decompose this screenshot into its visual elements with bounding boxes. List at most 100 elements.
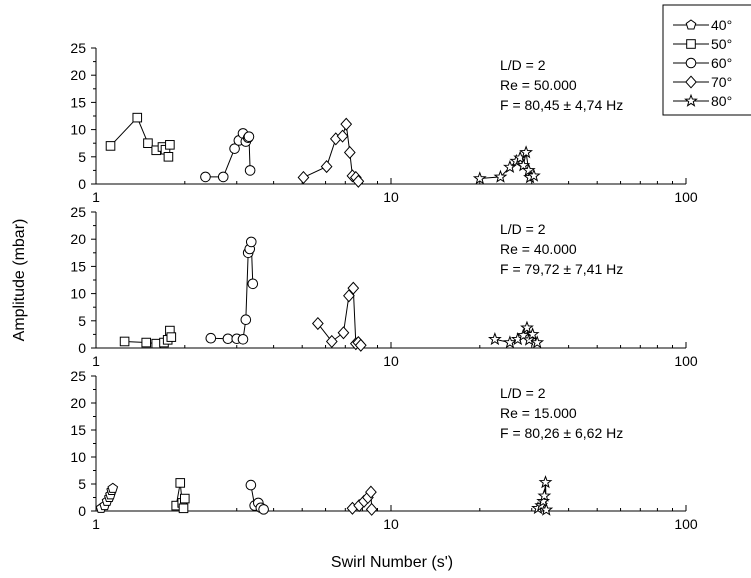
y-tick-label: 20 bbox=[70, 231, 86, 247]
data-point bbox=[244, 165, 256, 176]
data-point bbox=[240, 314, 252, 326]
data-point bbox=[472, 171, 487, 185]
data-point bbox=[217, 171, 229, 183]
x-tick-label: 10 bbox=[383, 353, 399, 369]
series-square bbox=[171, 478, 190, 514]
series-circle bbox=[205, 236, 259, 345]
y-tick-label: 5 bbox=[78, 476, 86, 492]
y-tick-label: 25 bbox=[70, 368, 86, 384]
y-tick-label: 10 bbox=[70, 449, 86, 465]
x-tick-label: 10 bbox=[383, 189, 399, 205]
x-tick-label: 10 bbox=[383, 516, 399, 532]
legend-item: 50° bbox=[673, 36, 732, 52]
data-point bbox=[530, 335, 545, 349]
data-point bbox=[245, 479, 257, 491]
annotation-line: Re = 50.000 bbox=[500, 77, 577, 93]
legend-label: 40° bbox=[711, 17, 732, 33]
data-point bbox=[141, 337, 152, 348]
data-point bbox=[521, 163, 536, 177]
data-point bbox=[347, 281, 360, 295]
series-square bbox=[105, 112, 175, 162]
data-point bbox=[311, 316, 324, 331]
panel-annotation: L/D = 2 Re = 15.000 F = 80,26 ± 6,62 Hz bbox=[500, 385, 623, 441]
legend-box bbox=[662, 4, 751, 116]
annotation-line: L/D = 2 bbox=[500, 57, 546, 73]
data-point bbox=[165, 140, 175, 150]
data-point bbox=[205, 332, 217, 344]
series-pentagon bbox=[95, 482, 119, 513]
annotation-line: F = 79,72 ± 7,41 Hz bbox=[500, 261, 623, 277]
data-point bbox=[525, 327, 540, 341]
data-point bbox=[352, 174, 365, 188]
panel-2: 0 5 10 15 20 25 1 10 100 L/D = 2 Re = 40.000 F = 79… bbox=[70, 204, 697, 369]
data-point bbox=[520, 320, 534, 334]
y-tick-label: 0 bbox=[78, 340, 86, 356]
data-point bbox=[365, 485, 377, 499]
data-point bbox=[503, 335, 517, 349]
data-point bbox=[297, 170, 310, 185]
legend-marker bbox=[685, 57, 697, 69]
data-point bbox=[516, 158, 531, 172]
data-point bbox=[247, 278, 259, 290]
data-point bbox=[229, 143, 240, 154]
data-point bbox=[537, 488, 552, 502]
legend-marker bbox=[685, 75, 697, 89]
legend-item: 40° bbox=[673, 17, 732, 33]
axes: 0 5 10 15 20 25 1 10 100 bbox=[70, 204, 697, 369]
legend-label: 50° bbox=[711, 36, 732, 52]
data-point bbox=[107, 482, 119, 493]
series-square bbox=[119, 325, 177, 349]
x-tick-label: 1 bbox=[92, 516, 100, 532]
y-tick-label: 15 bbox=[70, 94, 86, 110]
y-tick-label: 20 bbox=[70, 67, 86, 83]
data-point bbox=[175, 478, 186, 488]
data-point bbox=[325, 334, 338, 349]
data-point bbox=[365, 502, 378, 516]
data-point bbox=[243, 131, 255, 142]
data-point bbox=[200, 171, 211, 183]
data-point bbox=[526, 168, 541, 182]
y-tick-label: 10 bbox=[70, 122, 86, 138]
axes: 0 5 10 15 20 25 1 10 100 bbox=[70, 40, 697, 205]
series-diamond bbox=[346, 485, 378, 516]
axes: 0 5 10 15 20 25 1 10 100 bbox=[70, 368, 697, 532]
legend-item: 70° bbox=[673, 74, 732, 90]
panel-3: 0 5 10 15 20 25 1 10 100 L/D = 2 Re = 15.000 F = 80… bbox=[70, 368, 697, 532]
data-point bbox=[258, 504, 269, 515]
data-point bbox=[119, 336, 130, 347]
data-point bbox=[180, 493, 190, 504]
data-point bbox=[178, 503, 189, 514]
data-point bbox=[105, 141, 116, 151]
series-line bbox=[317, 286, 362, 346]
panel-annotation: L/D = 2 Re = 40.000 F = 79,72 ± 7,41 Hz bbox=[500, 221, 623, 277]
legend-marker bbox=[686, 39, 696, 49]
data-point bbox=[354, 338, 367, 352]
y-tick-label: 15 bbox=[70, 422, 86, 438]
y-tick-label: 20 bbox=[70, 395, 86, 411]
series-star bbox=[531, 475, 554, 516]
series-star bbox=[472, 145, 541, 185]
data-point bbox=[237, 333, 249, 345]
y-axis-label: Amplitude (mbar) bbox=[11, 219, 28, 342]
y-tick-label: 0 bbox=[78, 503, 86, 519]
x-tick-label: 1 bbox=[92, 353, 100, 369]
annotation-line: Re = 15.000 bbox=[500, 405, 577, 421]
legend-label: 80° bbox=[711, 93, 732, 109]
data-point bbox=[337, 326, 350, 340]
legend-label: 70° bbox=[711, 74, 732, 90]
legend-marker bbox=[684, 93, 698, 107]
series-diamond bbox=[311, 281, 367, 352]
data-point bbox=[539, 502, 554, 516]
y-tick-label: 15 bbox=[70, 258, 86, 274]
panel-1: 0 5 10 15 20 25 1 10 100 L/D = 2 Re = 50.000 F = 80… bbox=[70, 40, 697, 205]
data-point bbox=[343, 145, 356, 159]
series-circle bbox=[245, 479, 269, 515]
legend-item: 60° bbox=[673, 55, 732, 71]
y-tick-label: 0 bbox=[78, 176, 86, 192]
annotation-line: F = 80,45 ± 4,74 Hz bbox=[500, 97, 623, 113]
annotation-line: L/D = 2 bbox=[500, 221, 546, 237]
data-point bbox=[222, 333, 234, 345]
legend-item: 80° bbox=[673, 93, 732, 109]
